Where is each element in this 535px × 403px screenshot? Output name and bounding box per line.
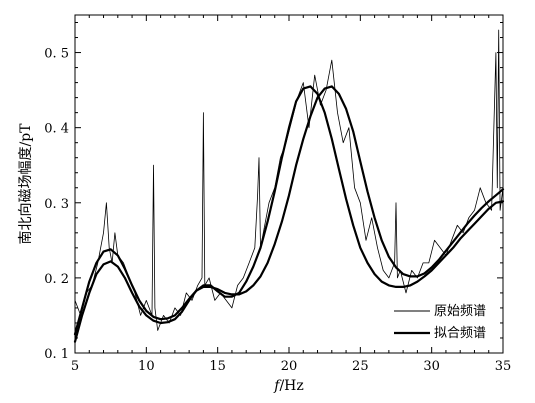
- fitted-spectrum-line-2: [73, 85, 505, 336]
- legend-label-fit: 拟合频谱: [434, 326, 486, 341]
- legend-label-raw: 原始频谱: [434, 304, 486, 319]
- x-tick-label: 5: [71, 359, 79, 374]
- x-axis-title: f/Hz: [273, 378, 304, 394]
- y-tick-label: 0. 4: [44, 122, 69, 137]
- y-tick-label: 0. 3: [44, 197, 69, 212]
- raw-spectrum-line: [74, 29, 504, 331]
- y-axis-title: 南北向磁场幅度/pT: [18, 123, 34, 245]
- x-tick-label: 15: [209, 359, 226, 374]
- x-tick-label: 30: [423, 359, 440, 374]
- series-layer: [73, 29, 505, 343]
- y-tick-label: 0. 2: [44, 272, 69, 287]
- x-tick-label: 20: [281, 359, 298, 374]
- x-tick-label: 35: [495, 359, 512, 374]
- x-axis-title-unit: /Hz: [279, 378, 303, 394]
- x-tick-label: 10: [138, 359, 155, 374]
- fitted-spectrum-line-1: [73, 85, 505, 343]
- x-axis-title-italic: f: [273, 378, 282, 394]
- tick-labels: 5 10 15 20 25 30 35 0. 1 0. 2 0. 3 0. 4 0. 5: [44, 47, 511, 374]
- axis-ticks: [74, 15, 504, 354]
- legend: 原始频谱 拟合频谱: [394, 304, 486, 341]
- y-tick-label: 0. 5: [44, 47, 69, 62]
- x-tick-label: 25: [352, 359, 369, 374]
- y-tick-label: 0. 1: [44, 347, 69, 362]
